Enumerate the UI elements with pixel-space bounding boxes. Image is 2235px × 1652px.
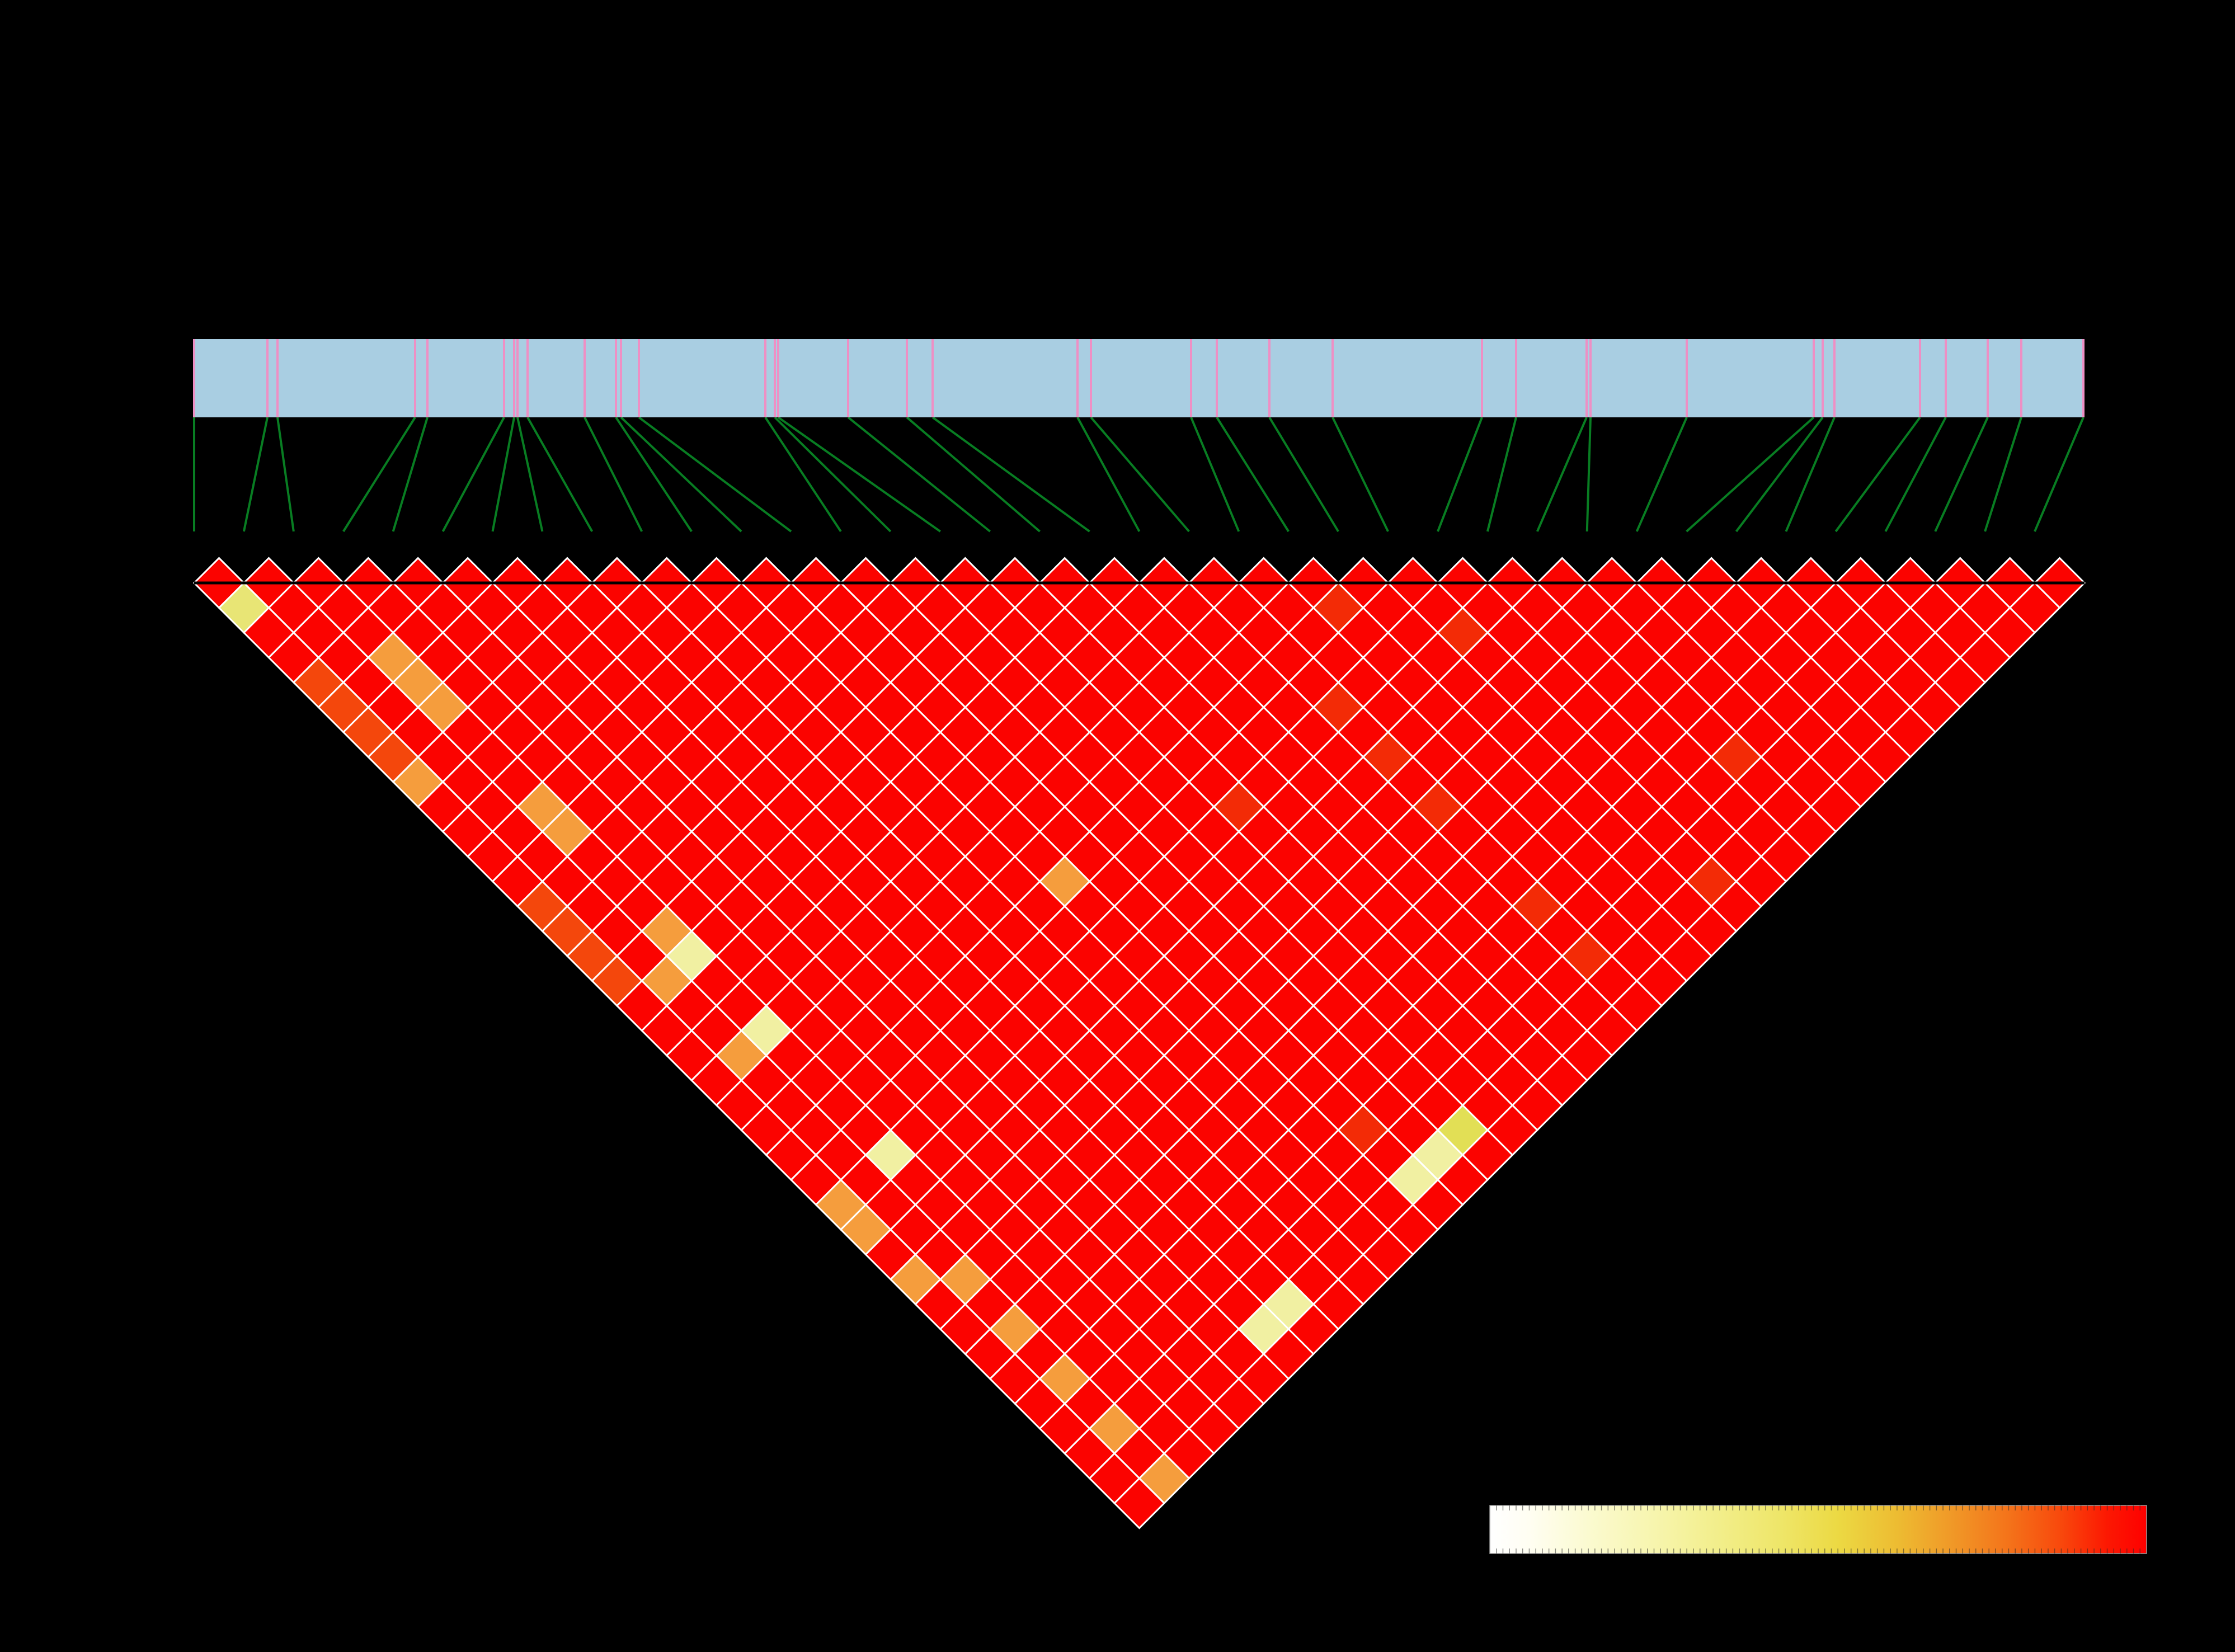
- map-to-heatmap-connector: [1536, 417, 1588, 532]
- ld-heatmap-triangle: [192, 557, 2086, 1529]
- map-to-heatmap-connector: [1934, 417, 1989, 532]
- color-key: [1489, 1505, 2147, 1554]
- map-to-heatmap-connector: [526, 417, 594, 532]
- map-to-heatmap-connector: [1585, 417, 1592, 532]
- map-to-heatmap-connector: [1834, 416, 1921, 533]
- map-to-heatmap-connector: [847, 416, 991, 533]
- map-to-heatmap-connector: [638, 416, 792, 533]
- map-to-heatmap-connector: [615, 416, 693, 533]
- map-to-heatmap-connector: [342, 416, 416, 533]
- map-to-heatmap-connector: [764, 416, 842, 533]
- heatmap-cell: [1113, 1477, 1166, 1529]
- map-to-heatmap-connector: [1331, 417, 1389, 532]
- map-to-heatmap-connector: [516, 417, 544, 532]
- map-to-heatmap-connector: [1190, 417, 1240, 532]
- map-to-heatmap-connector: [1216, 416, 1290, 533]
- map-to-heatmap-connector: [931, 416, 1090, 533]
- map-to-heatmap-connector: [2034, 417, 2085, 532]
- map-to-heatmap-connector: [906, 416, 1041, 533]
- map-to-heatmap-connector: [1437, 417, 1483, 532]
- map-to-heatmap-connector: [1686, 416, 1815, 533]
- map-to-heatmap-connector: [1884, 417, 1947, 532]
- map-to-heatmap-connector: [1090, 416, 1190, 533]
- map-to-heatmap-connector: [777, 416, 941, 533]
- map-to-heatmap-connector: [1735, 416, 1824, 533]
- map-to-heatmap-connectors: [193, 416, 2085, 533]
- map-to-heatmap-connector: [491, 417, 515, 532]
- map-to-heatmap-connector: [774, 416, 892, 533]
- map-bar-rect: [194, 339, 2085, 417]
- color-key-gradient: [1489, 1505, 2147, 1554]
- map-to-heatmap-connector: [1984, 417, 2022, 532]
- map-to-heatmap-connector: [1635, 417, 1688, 532]
- map-to-heatmap-connector: [584, 417, 643, 532]
- map-to-heatmap-connector: [441, 417, 505, 532]
- map-to-heatmap-connector: [1268, 416, 1339, 533]
- map-to-heatmap-connector: [242, 417, 269, 532]
- map-to-heatmap-connector: [392, 417, 429, 532]
- map-to-heatmap-connector: [1785, 417, 1836, 532]
- map-to-heatmap-connector: [1486, 417, 1517, 532]
- map-to-heatmap-connector: [620, 416, 742, 533]
- map-to-heatmap-connector: [276, 417, 295, 532]
- genomic-map-bar: [193, 339, 2085, 417]
- map-to-heatmap-connector: [1076, 417, 1141, 532]
